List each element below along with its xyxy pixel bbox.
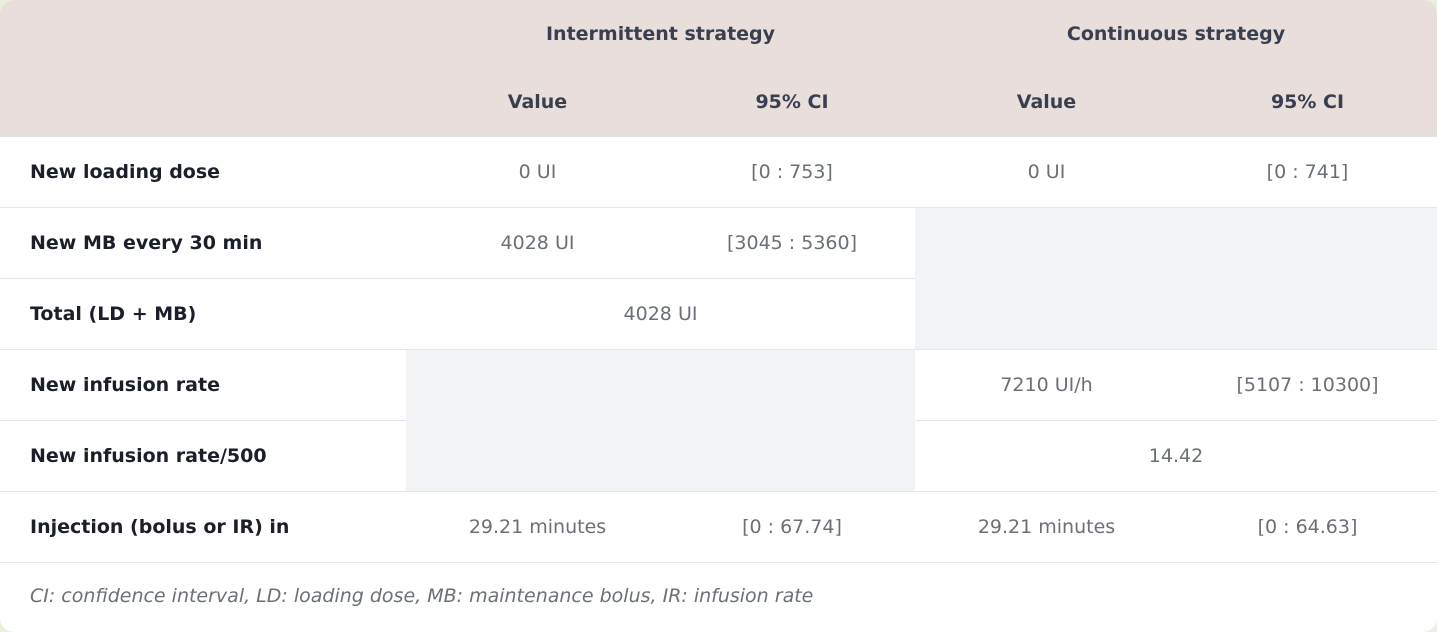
continuous-value-cell: 0 UI [915, 137, 1178, 208]
table-row-infusion-rate: New infusion rate 7210 UI/h [5107 : 1030… [0, 349, 1437, 492]
row-label: New infusion rate [0, 349, 406, 421]
table-header: Intermittent strategy Continuous strateg… [0, 0, 1437, 137]
intermittent-ci-cell: [0 : 753] [669, 137, 915, 208]
header-column-row: Value 95% CI Value 95% CI [0, 67, 1437, 137]
continuous-rate500-cell: 14.42 [915, 420, 1437, 492]
table-row-maintenance-bolus: New MB every 30 min 4028 UI [3045 : 5360… [0, 207, 1437, 350]
intermittent-ci-cell: [0 : 67.74] [669, 491, 915, 563]
continuous-ci-cell: [0 : 64.63] [1178, 491, 1437, 563]
header-continuous-ci: 95% CI [1178, 67, 1437, 137]
dosing-results-table: Intermittent strategy Continuous strateg… [0, 0, 1437, 563]
header-continuous-strategy: Continuous strategy [915, 0, 1437, 67]
row-label: New infusion rate/500 [0, 420, 406, 492]
row-label: Total (LD + MB) [0, 278, 406, 350]
table-row-infusion-rate-500: New infusion rate/500 14.42 [0, 420, 1437, 492]
continuous-value-cell: 29.21 minutes [915, 491, 1178, 563]
table-footnote: CI: confidence interval, LD: loading dos… [30, 585, 814, 607]
table-row-total: Total (LD + MB) 4028 UI [0, 278, 1437, 350]
row-label: New loading dose [0, 137, 406, 208]
header-intermittent-value: Value [406, 67, 669, 137]
intermittent-value-cell: 4028 UI [406, 207, 669, 279]
row-label: Injection (bolus or IR) in [0, 491, 406, 563]
continuous-ci-cell: [0 : 741] [1178, 137, 1437, 208]
table-row-loading-dose: New loading dose 0 UI [0 : 753] 0 UI [0 … [0, 137, 1437, 208]
header-intermittent-strategy: Intermittent strategy [406, 0, 915, 67]
intermittent-empty-cell [406, 349, 915, 492]
table-row-injection: Injection (bolus or IR) in 29.21 minutes… [0, 491, 1437, 563]
intermittent-value-cell: 29.21 minutes [406, 491, 669, 563]
header-continuous-value: Value [915, 67, 1178, 137]
header-corner [0, 0, 406, 67]
intermittent-value-cell: 0 UI [406, 137, 669, 208]
continuous-empty-cell [915, 207, 1437, 350]
header-corner-2 [0, 67, 406, 137]
header-intermittent-ci: 95% CI [669, 67, 915, 137]
continuous-ci-cell: [5107 : 10300] [1178, 349, 1437, 421]
header-group-row: Intermittent strategy Continuous strateg… [0, 0, 1437, 67]
row-label: New MB every 30 min [0, 207, 406, 279]
intermittent-total-cell: 4028 UI [406, 278, 915, 350]
continuous-value-cell: 7210 UI/h [915, 349, 1178, 421]
table-body: New loading dose 0 UI [0 : 753] 0 UI [0 … [0, 137, 1437, 563]
intermittent-ci-cell: [3045 : 5360] [669, 207, 915, 279]
